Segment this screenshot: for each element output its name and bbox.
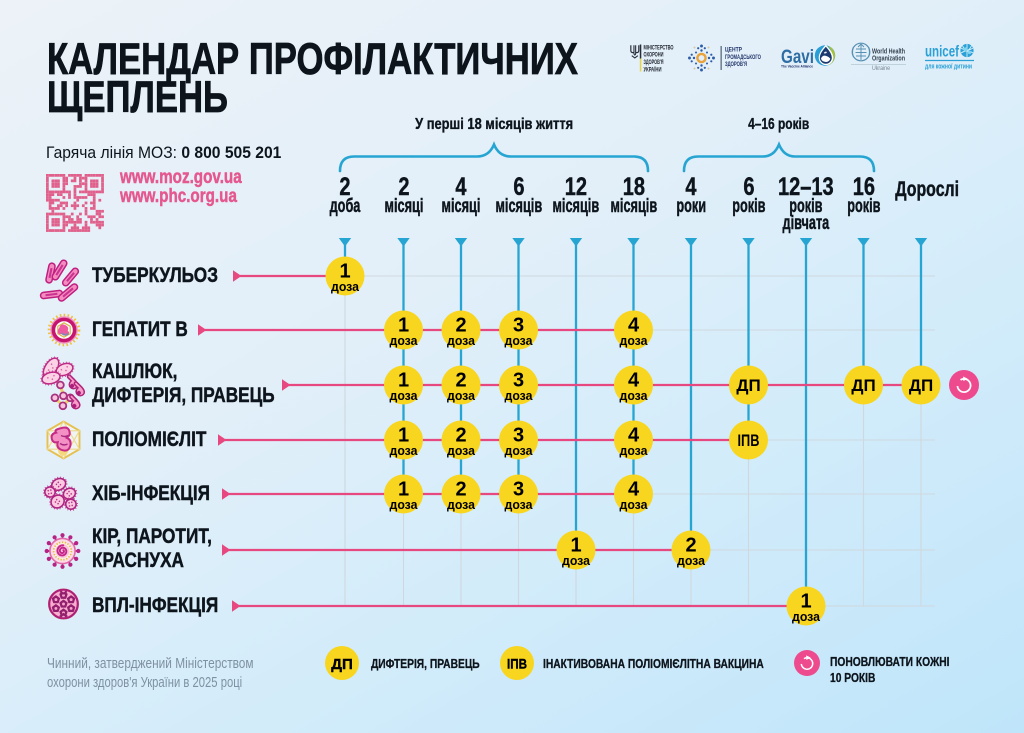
svg-text:УКРАЇНИ: УКРАЇНИ [644, 66, 662, 73]
svg-text:4: 4 [628, 315, 640, 337]
svg-text:3: 3 [513, 370, 524, 392]
svg-text:доза: доза [390, 389, 419, 403]
svg-text:2: 2 [685, 535, 696, 557]
svg-text:ЦЕНТР: ЦЕНТР [725, 48, 742, 54]
svg-text:4: 4 [628, 370, 640, 392]
svg-text:доза: доза [505, 444, 534, 458]
svg-text:доза: доза [505, 498, 534, 512]
svg-text:4: 4 [628, 479, 640, 501]
svg-text:1: 1 [398, 425, 409, 447]
svg-text:доза: доза [620, 334, 649, 348]
svg-text:ДП: ДП [331, 656, 352, 673]
svg-text:МІНІСТЕРСТВО: МІНІСТЕРСТВО [644, 45, 674, 51]
svg-text:1: 1 [398, 479, 409, 501]
svg-text:доза: доза [505, 389, 534, 403]
svg-text:1: 1 [398, 315, 409, 337]
svg-text:ІПВ: ІПВ [507, 656, 527, 672]
svg-text:1: 1 [398, 370, 409, 392]
svg-text:2: 2 [455, 370, 466, 392]
svg-text:Gavi: Gavi [781, 47, 814, 68]
svg-text:доза: доза [447, 444, 476, 458]
svg-text:доза: доза [390, 498, 419, 512]
svg-text:доза: доза [331, 280, 360, 294]
svg-text:доза: доза [390, 444, 419, 458]
svg-text:3: 3 [513, 315, 524, 337]
svg-text:доза: доза [447, 389, 476, 403]
svg-text:ДП: ДП [736, 376, 760, 395]
svg-text:The Vaccine Alliance: The Vaccine Alliance [781, 65, 813, 69]
svg-text:3: 3 [513, 425, 524, 447]
svg-text:ДП: ДП [909, 376, 933, 395]
svg-text:ІПВ: ІПВ [738, 431, 760, 450]
svg-text:ЗДОРОВ'Я: ЗДОРОВ'Я [644, 60, 664, 66]
svg-text:доза: доза [390, 334, 419, 348]
svg-text:2: 2 [455, 315, 466, 337]
svg-text:Organization: Organization [872, 56, 905, 63]
svg-text:1: 1 [570, 535, 581, 557]
svg-text:доза: доза [792, 610, 821, 624]
svg-text:ОХОРОНИ: ОХОРОНИ [644, 53, 664, 59]
svg-text:для кожної дитини: для кожної дитини [925, 64, 972, 71]
svg-text:ДП: ДП [851, 376, 875, 395]
svg-text:ГРОМАДСЬКОГО: ГРОМАДСЬКОГО [725, 55, 761, 61]
svg-text:доза: доза [447, 334, 476, 348]
svg-text:доза: доза [505, 334, 534, 348]
svg-text:2: 2 [455, 479, 466, 501]
svg-text:Ukraine: Ukraine [872, 65, 890, 72]
svg-text:1: 1 [800, 591, 811, 613]
svg-text:1: 1 [339, 261, 350, 283]
svg-text:ЗДОРОВ'Я: ЗДОРОВ'Я [725, 62, 747, 68]
svg-text:доза: доза [620, 389, 649, 403]
svg-text:доза: доза [447, 498, 476, 512]
svg-text:4: 4 [628, 425, 640, 447]
svg-text:unicef: unicef [925, 44, 960, 61]
svg-text:доза: доза [677, 554, 706, 568]
svg-text:доза: доза [562, 554, 591, 568]
svg-text:World Health: World Health [872, 49, 905, 56]
svg-text:3: 3 [513, 479, 524, 501]
svg-text:2: 2 [455, 425, 466, 447]
svg-text:доза: доза [620, 498, 649, 512]
svg-text:доза: доза [620, 444, 649, 458]
